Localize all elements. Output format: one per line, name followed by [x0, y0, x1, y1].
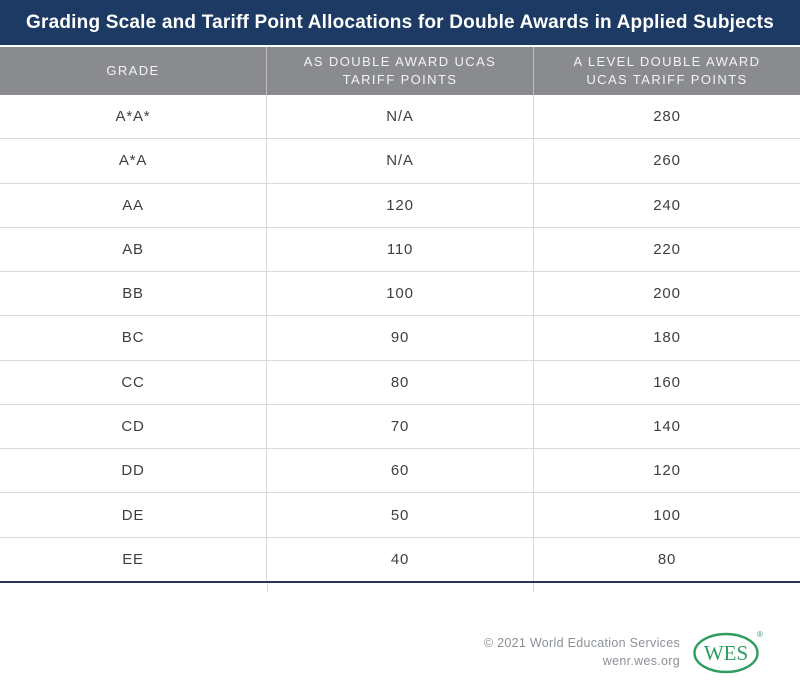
- page-title: Grading Scale and Tariff Point Allocatio…: [26, 11, 774, 33]
- grade-cell: AB: [122, 240, 144, 258]
- table-row: AB 110 220: [0, 227, 800, 273]
- table-header-row: GRADE AS DOUBLE AWARD UCAS TARIFF POINTS…: [0, 47, 800, 95]
- alevel-points-cell: 120: [533, 449, 800, 493]
- column-header-alevel-points: A LEVEL DOUBLE AWARD UCAS TARIFF POINTS: [533, 47, 800, 95]
- table-row: AA 120 240: [0, 183, 800, 228]
- table-body: A*A* N/A 280 A*A N/A 260 AA 120 240 AB 1…: [0, 95, 800, 583]
- table-row: EE 40 80: [0, 537, 800, 581]
- as-points-cell: 60: [266, 449, 533, 493]
- alevel-points-cell: 180: [533, 316, 800, 360]
- alevel-points-cell: 160: [533, 360, 800, 404]
- grade-cell: BC: [121, 329, 145, 347]
- wes-logo: WES ®: [692, 628, 766, 676]
- copyright-text: © 2021 World Education Services: [483, 635, 680, 650]
- as-points-cell: 70: [266, 404, 533, 449]
- wes-logo-oval: [693, 632, 759, 674]
- column-header-grade: GRADE: [0, 47, 266, 95]
- table-row: DE 50 100: [0, 493, 800, 538]
- table-row: BC 90 180: [0, 316, 800, 361]
- as-points-cell: N/A: [266, 95, 533, 139]
- table-row: CC 80 160: [0, 360, 800, 405]
- as-points-cell: 50: [266, 493, 533, 537]
- as-points-cell: N/A: [266, 139, 533, 183]
- registered-trademark-icon: ®: [757, 630, 763, 639]
- table-row: A*A* N/A 280: [0, 95, 800, 140]
- grade-cell: EE: [122, 550, 144, 568]
- as-points-cell: 40: [266, 537, 533, 581]
- alevel-points-cell: 80: [533, 537, 800, 581]
- alevel-points-cell: 260: [533, 139, 800, 183]
- footer-credits: © 2021 World Education Services wenr.wes…: [484, 634, 680, 670]
- table-row: A*A N/A 260: [0, 139, 800, 184]
- table-row: CD 70 140: [0, 404, 800, 450]
- website-text: wenr.wes.org: [602, 654, 680, 668]
- title-bar: Grading Scale and Tariff Point Allocatio…: [0, 0, 800, 45]
- alevel-points-cell: 280: [533, 95, 800, 139]
- grade-cell: A*A*: [115, 108, 151, 126]
- grade-cell: AA: [122, 196, 144, 214]
- as-points-cell: 110: [266, 227, 533, 272]
- wes-logo-text: WES: [704, 641, 748, 665]
- column-header-as-points-label: AS DOUBLE AWARD UCAS TARIFF POINTS: [303, 54, 497, 87]
- wes-logo-graphic: WES ®: [693, 630, 763, 674]
- grade-cell: CC: [121, 373, 145, 391]
- grade-cell: DD: [121, 462, 145, 480]
- as-points-cell: 80: [266, 360, 533, 404]
- grade-cell: BB: [122, 285, 144, 303]
- alevel-points-cell: 240: [533, 183, 800, 227]
- alevel-points-cell: 100: [533, 493, 800, 537]
- footer: © 2021 World Education Services wenr.wes…: [484, 628, 766, 676]
- column-divider-extension: [266, 583, 268, 592]
- grading-table: GRADE AS DOUBLE AWARD UCAS TARIFF POINTS…: [0, 47, 800, 592]
- column-header-alevel-points-label: A LEVEL DOUBLE AWARD UCAS TARIFF POINTS: [573, 54, 761, 87]
- as-points-cell: 120: [266, 183, 533, 227]
- column-header-grade-label: GRADE: [106, 63, 160, 79]
- grade-cell: A*A: [118, 152, 148, 170]
- table-row: DD 60 120: [0, 449, 800, 494]
- column-header-as-points: AS DOUBLE AWARD UCAS TARIFF POINTS: [266, 47, 533, 95]
- as-points-cell: 90: [266, 316, 533, 360]
- alevel-points-cell: 200: [533, 272, 800, 316]
- column-divider-extension: [533, 583, 535, 592]
- as-points-cell: 100: [266, 272, 533, 316]
- alevel-points-cell: 140: [533, 404, 800, 449]
- alevel-points-cell: 220: [533, 227, 800, 272]
- table-row: BB 100 200: [0, 272, 800, 317]
- grade-cell: DE: [121, 506, 145, 524]
- grade-cell: CD: [121, 417, 145, 435]
